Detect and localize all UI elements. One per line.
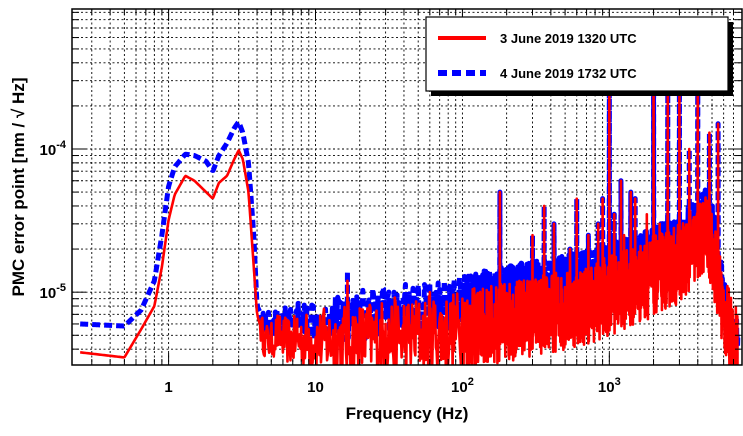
- x-tick-exponent: 3: [615, 376, 621, 388]
- legend-label-series-1: 3 June 2019 1320 UTC: [500, 31, 637, 46]
- y-tick-base: 10: [40, 285, 57, 302]
- legend-label-series-2: 4 June 2019 1732 UTC: [500, 66, 637, 81]
- x-tick-label: 102: [451, 376, 474, 396]
- series-layer: [78, 25, 741, 365]
- x-tick-base: 1: [164, 379, 172, 396]
- x-tick-base: 10: [451, 379, 468, 396]
- y-tick-exponent: -4: [56, 139, 67, 151]
- legend: 3 June 2019 1320 UTC 4 June 2019 1732 UT…: [425, 16, 733, 96]
- x-tick-label: 1: [164, 379, 172, 396]
- plot-frame: [71, 8, 743, 366]
- x-axis-label: Frequency (Hz): [346, 404, 469, 423]
- series-line-1: [79, 26, 739, 365]
- y-tick-exponent: -5: [56, 282, 66, 294]
- x-tick-exponent: 2: [468, 376, 474, 388]
- x-tick-base: 10: [598, 379, 615, 396]
- y-tick-label: 10-4: [40, 139, 67, 159]
- y-tick-base: 10: [40, 142, 57, 159]
- y-tick-label: 10-5: [40, 282, 66, 302]
- x-tick-label: 10: [307, 379, 324, 396]
- x-tick-label: 103: [598, 376, 621, 396]
- y-axis-label: PMC error point [nm / √ Hz]: [9, 78, 28, 297]
- x-tick-base: 10: [307, 379, 324, 396]
